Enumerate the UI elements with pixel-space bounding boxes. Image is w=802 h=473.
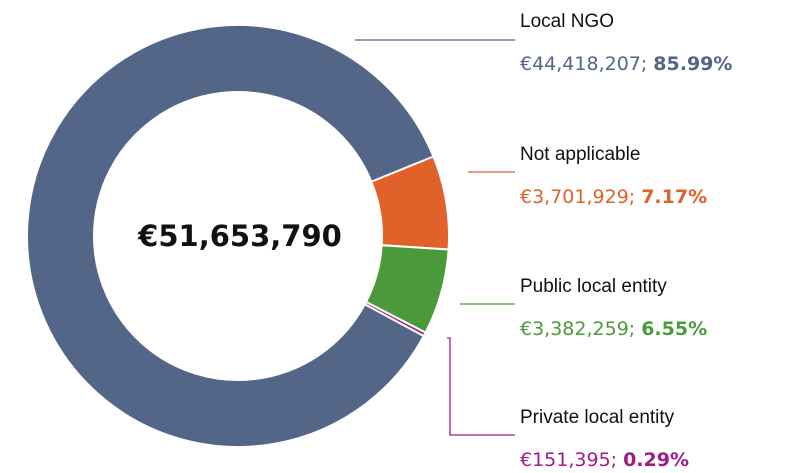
value-label: €44,418,207; 85.99% [520,53,732,75]
total-label: €51,653,790 [137,219,342,253]
leader-line [447,337,515,436]
percent-label: 6.55% [641,318,707,340]
legend-label: Local NGO [520,11,614,32]
amount-label: €151,395; [520,449,617,471]
percent-label: 0.29% [623,449,689,471]
donut-segment [26,24,435,448]
amount-label: €3,382,259; [520,318,635,340]
value-label: €151,395; 0.29% [520,449,689,471]
amount-label: €44,418,207; [520,53,647,75]
value-label: €3,382,259; 6.55% [520,318,707,340]
donut-segment [363,300,427,338]
legend-label: Public local entity [520,276,667,297]
legend-label: Private local entity [520,407,675,428]
legend-label: Not applicable [520,144,640,165]
percent-label: 7.17% [641,186,707,208]
value-label: €3,701,929; 7.17% [520,186,707,208]
percent-label: 85.99% [653,53,732,75]
amount-label: €3,701,929; [520,186,635,208]
